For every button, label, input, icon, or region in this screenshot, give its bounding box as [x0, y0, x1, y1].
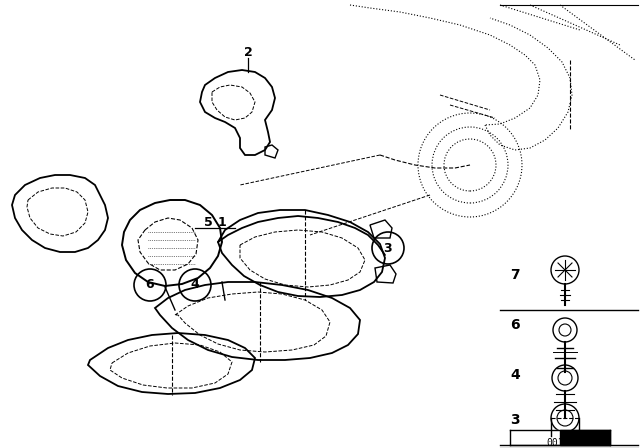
Text: 2: 2: [244, 46, 252, 59]
Circle shape: [551, 404, 579, 432]
Circle shape: [552, 365, 578, 391]
Circle shape: [553, 318, 577, 342]
Text: 3: 3: [510, 413, 520, 427]
Text: 6: 6: [146, 279, 154, 292]
Text: 00150351: 00150351: [547, 438, 593, 448]
Text: 6: 6: [510, 318, 520, 332]
Text: 1: 1: [218, 215, 227, 228]
Text: 4: 4: [191, 279, 200, 292]
Text: 5: 5: [204, 215, 212, 228]
Circle shape: [551, 256, 579, 284]
Text: 7: 7: [510, 268, 520, 282]
Text: 4: 4: [510, 368, 520, 382]
Text: 3: 3: [384, 241, 392, 254]
